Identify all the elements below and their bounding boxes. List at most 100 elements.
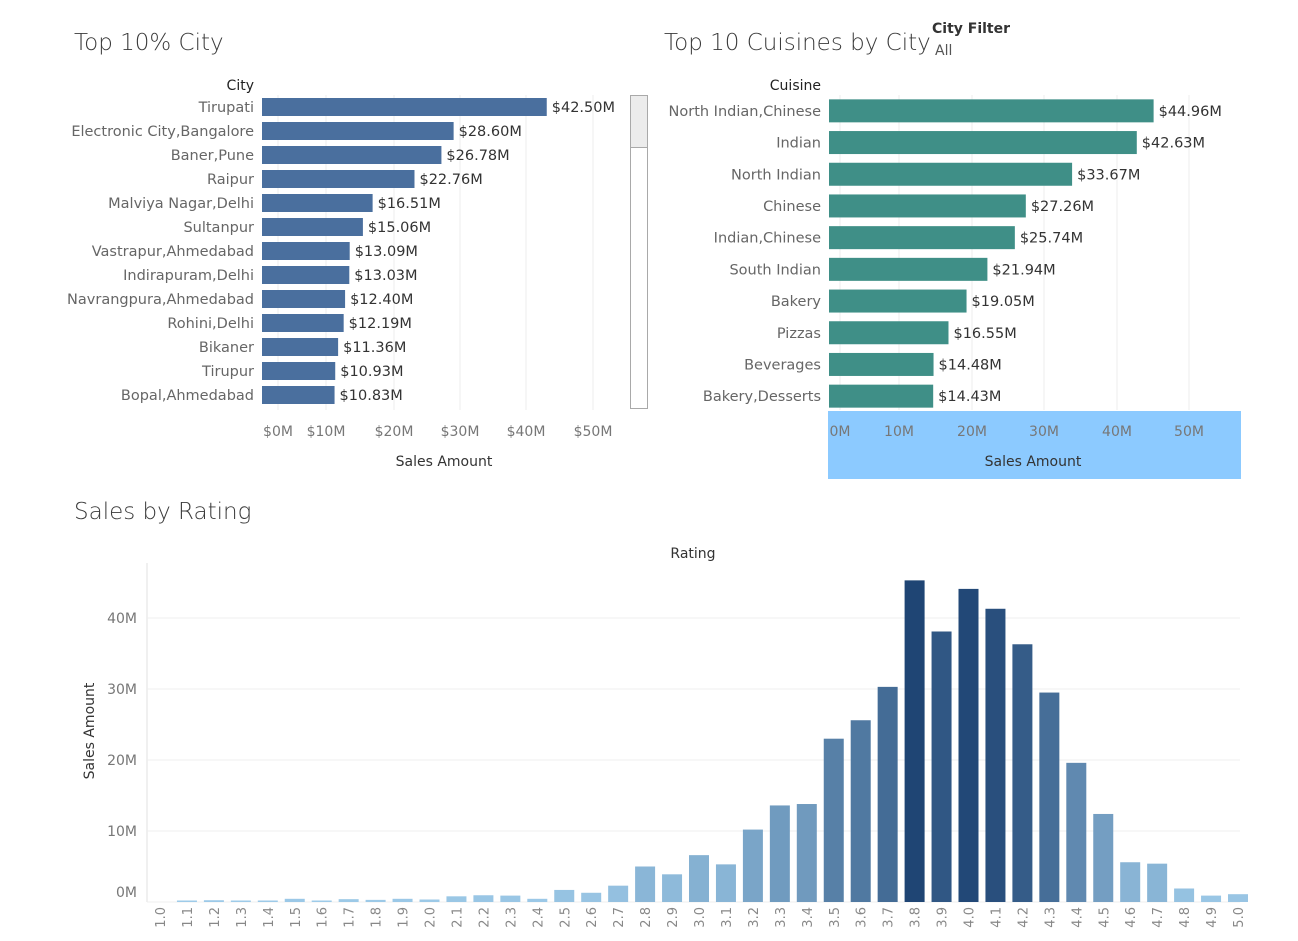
category-label: Tirupati	[198, 100, 254, 116]
category-label: Indian,Chinese	[714, 231, 821, 247]
bar	[262, 314, 344, 332]
x-axis-title-rating: Rating	[670, 546, 715, 562]
bar-value-label: $44.96M	[1159, 104, 1222, 120]
rating-tick-label: 4.4	[1070, 907, 1085, 928]
rating-tick-label: 1.9	[397, 907, 412, 928]
bar-value-label: $12.19M	[349, 316, 412, 332]
rating-bar	[581, 892, 602, 902]
rating-tick-label: 1.0	[154, 907, 169, 928]
rating-tick-label: 2.7	[612, 907, 627, 928]
bar	[829, 289, 967, 313]
rating-bar	[284, 898, 305, 902]
y-tick-label: 40M	[107, 611, 137, 627]
rating-tick-label: 4.9	[1205, 907, 1220, 928]
rating-bar	[446, 896, 467, 902]
bar-value-label: $22.76M	[419, 172, 482, 188]
bar-value-label: $13.09M	[355, 244, 418, 260]
rating-bar	[1066, 762, 1087, 902]
rating-bar	[1147, 863, 1168, 902]
rating-bar	[1201, 895, 1222, 902]
category-label: Bakery	[771, 294, 822, 310]
rating-tick-label: 1.6	[316, 907, 331, 928]
rating-tick-label: 1.2	[208, 907, 223, 928]
bar-value-label: $12.40M	[350, 292, 413, 308]
bar-value-label: $42.63M	[1142, 136, 1205, 152]
rating-tick-label: 3.2	[747, 907, 762, 928]
bar	[262, 122, 454, 140]
bar-value-label: $14.43M	[938, 389, 1001, 405]
category-label: South Indian	[729, 262, 821, 278]
category-label: Malviya Nagar,Delhi	[108, 196, 254, 212]
category-header-cuisine: Cuisine	[770, 78, 821, 94]
rating-tick-label: 3.8	[909, 907, 924, 928]
y-tick-label: 30M	[107, 682, 137, 698]
bar	[262, 266, 350, 284]
rating-tick-label: 4.7	[1151, 907, 1166, 928]
rating-bar	[877, 686, 898, 902]
rating-tick-label: 4.2	[1016, 907, 1031, 928]
category-label: Rohini,Delhi	[167, 316, 254, 332]
bar	[262, 218, 363, 236]
bar	[262, 362, 336, 380]
rating-bar	[338, 899, 359, 902]
bar-value-label: $26.78M	[446, 148, 509, 164]
y-axis-title-rating: Sales Amount	[82, 682, 98, 779]
bar-value-label: $28.60M	[459, 124, 522, 140]
rating-bar	[689, 855, 709, 902]
rating-bar	[608, 885, 629, 902]
rating-bar	[1120, 862, 1141, 902]
x-tick-label: $0M	[263, 424, 293, 440]
bar	[829, 131, 1137, 155]
category-label: Baner,Pune	[171, 148, 254, 164]
rating-bar	[1012, 644, 1033, 902]
bar	[829, 162, 1073, 186]
category-label: Bakery,Desserts	[703, 389, 821, 405]
rating-bar	[1174, 888, 1195, 902]
category-label: Chinese	[763, 199, 821, 215]
bar-value-label: $14.48M	[939, 357, 1002, 373]
category-label: Indian	[776, 136, 821, 152]
category-label: Bikaner	[199, 340, 254, 356]
rating-tick-label: 2.1	[450, 907, 465, 928]
city-list-scrollbar[interactable]	[630, 95, 648, 409]
category-label: Bopal,Ahmedabad	[121, 388, 254, 404]
rating-tick-label: 3.5	[828, 907, 843, 928]
rating-tick-label: 1.8	[370, 907, 385, 928]
scrollbar-thumb[interactable]	[631, 96, 647, 148]
rating-bar	[715, 864, 736, 902]
rating-bar	[257, 900, 278, 902]
rating-bar	[1093, 813, 1114, 902]
bottom-chart-title: Sales by Rating	[74, 499, 252, 525]
category-label: Vastrapur,Ahmedabad	[92, 244, 254, 260]
rating-tick-label: 4.5	[1097, 907, 1112, 928]
bar	[829, 384, 934, 408]
rating-tick-label: 4.6	[1124, 907, 1139, 928]
rating-tick-label: 2.9	[666, 907, 681, 928]
rating-tick-label: 4.8	[1178, 907, 1193, 928]
rating-tick-label: 1.5	[289, 907, 304, 928]
category-label: Electronic City,Bangalore	[71, 124, 254, 140]
rating-bar	[1228, 894, 1248, 902]
bar-value-label: $15.06M	[368, 220, 431, 236]
bar	[262, 338, 339, 356]
bar	[262, 98, 547, 116]
bar-value-label: $27.26M	[1031, 199, 1094, 215]
rating-bar	[392, 898, 413, 902]
rating-tick-label: 3.6	[855, 907, 870, 928]
rating-tick-label: 5.0	[1232, 907, 1247, 928]
rating-bar	[742, 829, 763, 902]
rating-bar	[850, 720, 871, 902]
rating-bar	[635, 866, 656, 902]
category-label: Pizzas	[777, 326, 821, 342]
city-filter-value[interactable]: All	[935, 43, 953, 59]
rating-tick-label: 2.6	[585, 907, 600, 928]
rating-tick-label: 1.4	[262, 907, 277, 928]
x-tick-label: 30M	[1029, 424, 1059, 440]
rating-tick-label: 4.3	[1043, 907, 1058, 928]
y-tick-label: 0M	[116, 885, 137, 901]
rating-tick-label: 2.5	[558, 907, 573, 928]
rating-tick-label: 3.4	[801, 907, 816, 928]
rating-tick-label: 2.2	[477, 907, 492, 928]
cuisine-axis-highlight	[828, 411, 1241, 479]
